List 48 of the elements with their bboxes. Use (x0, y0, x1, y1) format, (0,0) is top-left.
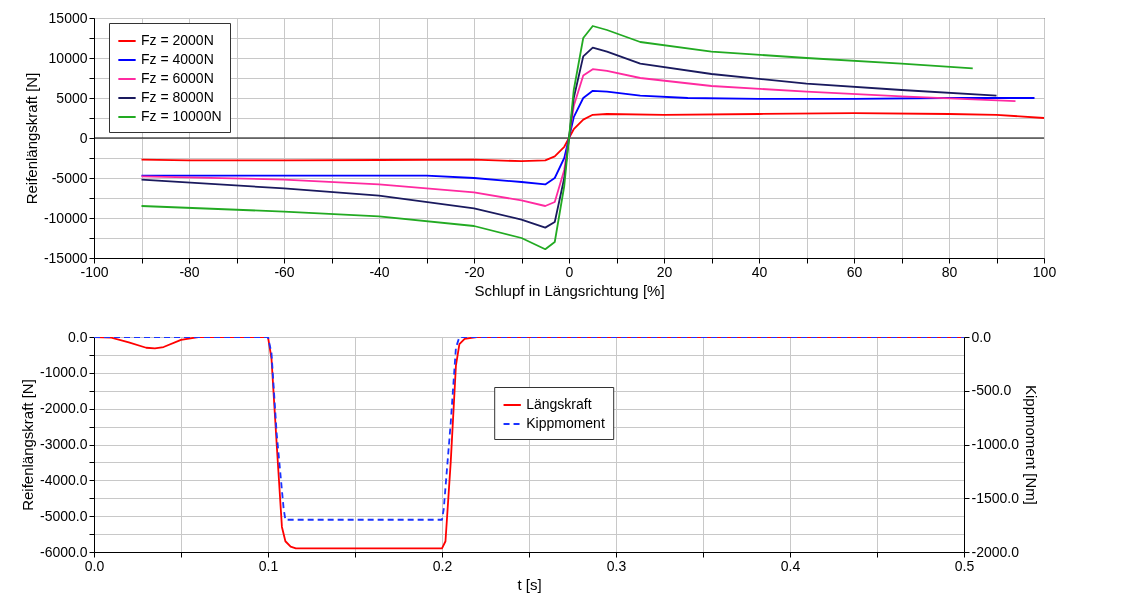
y-tick-label: -5000.0 (40, 507, 88, 524)
legend-label: Fz = 10000N (141, 108, 222, 124)
x-tick-label: 80 (941, 263, 958, 280)
y-tick-label: 15000 (48, 9, 88, 26)
x-tick-label: 0.3 (606, 557, 627, 574)
x-tick-label: 60 (846, 263, 863, 280)
x-tick-label: -20 (464, 263, 485, 280)
y-tick-label: -3000.0 (40, 436, 88, 452)
x-tick-label: 40 (751, 263, 768, 280)
legend-label: Fz = 4000N (141, 51, 214, 67)
y2-tick-label: -500.0 (971, 382, 1012, 399)
x-tick-label: 0.2 (432, 557, 453, 574)
x-axis-title: Schlupf in Längsrichtung [%] (474, 281, 665, 299)
y-tick-label: -4000.0 (40, 471, 88, 488)
y-tick-label: -6000.0 (40, 543, 88, 560)
x-tick-label: 0.1 (258, 557, 279, 574)
legend-label: Fz = 8000N (141, 89, 214, 105)
y-tick-label: -15000 (43, 249, 88, 266)
x-tick-label: 0.4 (780, 557, 801, 574)
legend-label: Längskraft (526, 396, 592, 412)
legend-label: Kippmoment (526, 415, 605, 431)
x-tick-label: 0.0 (84, 557, 105, 574)
legend-label: Fz = 2000N (141, 32, 214, 48)
y2-axis-title: Kippmoment [Nm] (1022, 384, 1040, 506)
y-tick-label: 5000 (56, 89, 88, 106)
y-tick-label: 0.0 (68, 328, 88, 345)
x-tick-label: -80 (179, 263, 200, 280)
y-tick-label: -5000 (51, 169, 88, 186)
x-tick-label: 20 (656, 263, 673, 280)
y-tick-label: 0 (79, 129, 88, 146)
x-axis-title: t [s] (517, 575, 542, 593)
x-tick-label: -40 (369, 263, 390, 280)
y-tick-label: -1000.0 (40, 364, 88, 381)
legend-label: Fz = 6000N (141, 70, 214, 86)
x-tick-label: 0 (565, 263, 574, 280)
y2-tick-label: -2000.0 (971, 543, 1020, 560)
x-tick-label: -100 (80, 263, 109, 280)
x-tick-label: 100 (1032, 263, 1057, 280)
y-tick-label: 10000 (48, 49, 88, 66)
x-tick-label: -60 (274, 263, 295, 280)
y-axis-title: Reifenlängskraft [N] (19, 379, 37, 511)
x-tick-label: 0.5 (954, 557, 975, 574)
y2-tick-label: -1500.0 (971, 489, 1020, 506)
y-axis-title: Reifenlängskraft [N] (22, 72, 40, 205)
y2-tick-label: 0.0 (971, 328, 992, 345)
y-tick-label: -2000.0 (40, 400, 88, 417)
y2-tick-label: -1000.0 (971, 436, 1020, 452)
y-tick-label: -10000 (43, 209, 88, 226)
